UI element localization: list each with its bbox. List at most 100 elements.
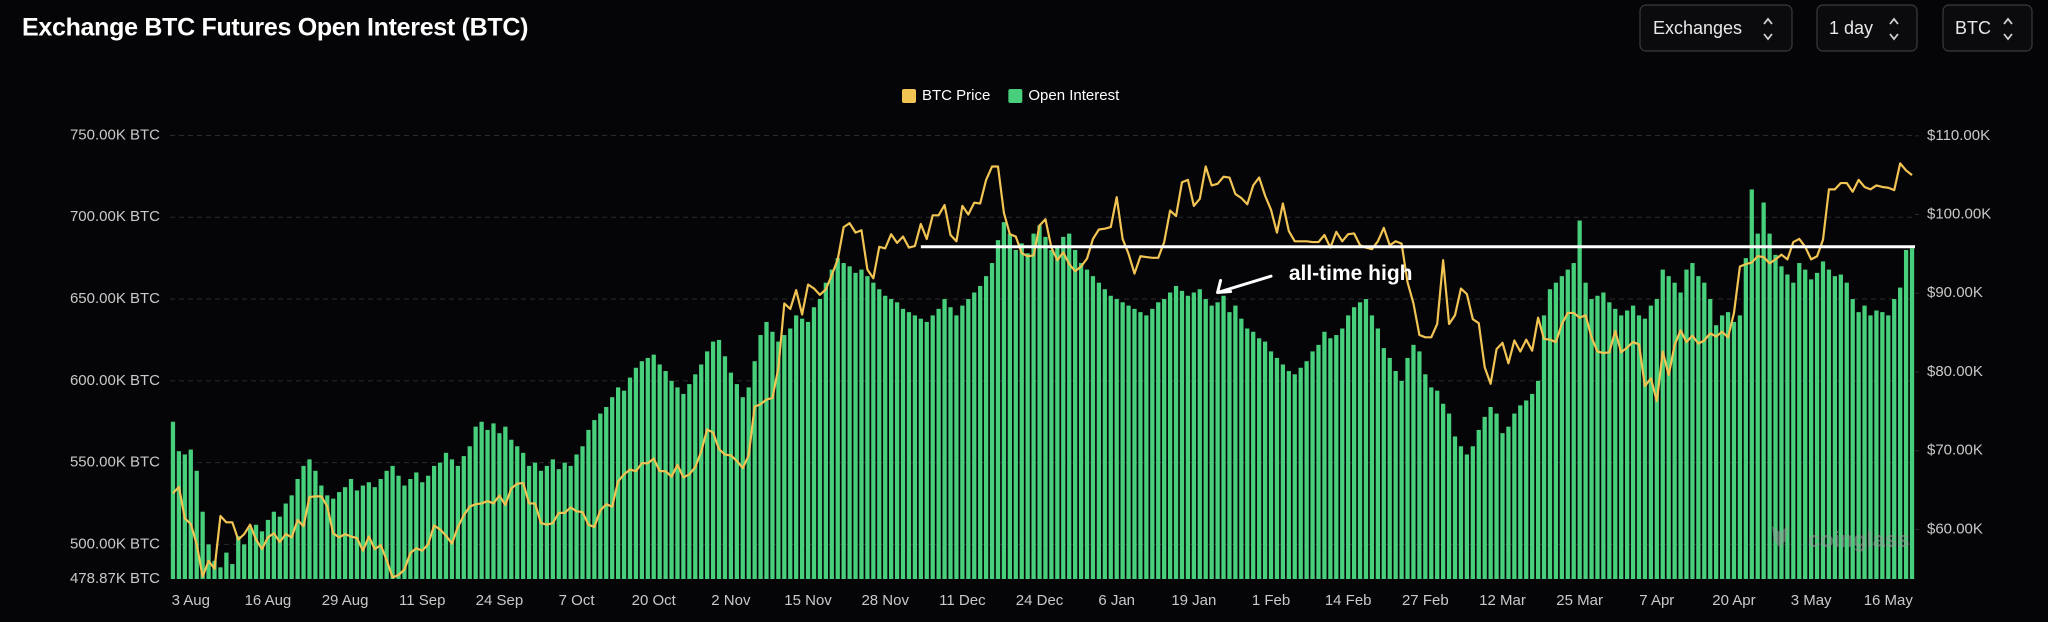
bar	[1892, 299, 1897, 579]
bar	[259, 531, 265, 579]
bar	[1292, 374, 1297, 579]
bar	[847, 266, 852, 579]
bar	[1903, 249, 1909, 579]
bar	[1518, 405, 1523, 579]
bar	[1126, 305, 1131, 579]
x-tick-label: 24 Sep	[476, 592, 524, 609]
bar	[1642, 318, 1648, 579]
bar	[610, 397, 615, 579]
bar	[360, 485, 366, 579]
x-tick-label: 28 Nov	[861, 592, 909, 609]
bar	[835, 258, 840, 579]
y-tick-label: 650.00K BTC	[70, 290, 160, 307]
dropdown-box[interactable]	[1816, 4, 1918, 52]
bar	[1565, 269, 1570, 579]
bar	[1007, 233, 1012, 579]
bar	[568, 465, 573, 579]
bar	[728, 372, 734, 579]
x-tick-label: 19 Jan	[1171, 592, 1216, 609]
bar	[1619, 315, 1624, 579]
bar	[230, 564, 235, 579]
bar	[1399, 380, 1404, 579]
x-tick-label: 16 May	[1864, 592, 1914, 609]
bar	[1696, 276, 1701, 579]
bar	[509, 439, 514, 579]
dropdown-label[interactable]: Exchanges	[1653, 18, 1742, 38]
bar	[1773, 254, 1778, 579]
bar	[633, 367, 639, 579]
bar	[894, 302, 900, 579]
y2-tick-label: $110.00K	[1927, 127, 1990, 144]
bar	[1162, 299, 1167, 579]
bar	[651, 354, 656, 579]
dropdown-label[interactable]: 1 day	[1829, 18, 1873, 38]
bar	[467, 446, 472, 579]
x-tick-label: 1 Feb	[1252, 592, 1290, 609]
bar	[817, 299, 823, 579]
bar	[485, 429, 490, 579]
bar	[782, 335, 787, 579]
chevron-icon[interactable]	[2003, 17, 2013, 41]
bar	[924, 321, 929, 579]
chevron-icon[interactable]	[1889, 17, 1899, 41]
x-tick-label: 3 Aug	[172, 592, 210, 609]
bar	[1886, 315, 1891, 579]
bar	[1334, 335, 1339, 579]
bar	[544, 465, 550, 579]
bar	[1138, 312, 1143, 579]
bar	[978, 285, 983, 579]
dropdown-box[interactable]	[1639, 4, 1793, 52]
bar	[710, 341, 716, 579]
bar	[188, 449, 193, 579]
interval-selector[interactable]: 1 day	[1816, 4, 1918, 52]
bar	[1286, 371, 1291, 579]
bar	[354, 490, 360, 579]
bar	[794, 315, 799, 579]
bar	[1221, 295, 1226, 579]
bar	[1743, 258, 1748, 579]
bar	[889, 299, 894, 579]
bar	[1714, 325, 1719, 579]
bar	[372, 487, 377, 579]
x-tick-label: 7 Oct	[559, 592, 596, 609]
bar	[1144, 315, 1149, 579]
bar	[954, 315, 959, 579]
bar	[1500, 433, 1505, 579]
bar	[224, 552, 229, 579]
bar	[194, 470, 199, 579]
bar	[1156, 302, 1161, 579]
bar	[1589, 299, 1594, 579]
exchange-selector[interactable]: Exchanges	[1639, 4, 1793, 52]
bar	[829, 269, 834, 579]
bar	[313, 470, 318, 579]
bar	[1061, 236, 1066, 579]
watermark-logo	[1772, 526, 1788, 548]
bar	[1203, 299, 1208, 579]
bar	[170, 421, 176, 579]
bar	[1767, 233, 1772, 579]
dropdown-box[interactable]	[1942, 4, 2033, 52]
bar	[1737, 315, 1743, 579]
bar	[1488, 407, 1493, 579]
bar	[1832, 276, 1838, 579]
bar	[699, 364, 704, 579]
dropdown-label[interactable]: BTC	[1955, 18, 1991, 38]
bar	[1862, 305, 1867, 579]
unit-selector[interactable]: BTC	[1942, 4, 2033, 52]
bar	[1340, 328, 1345, 579]
bar	[1666, 276, 1671, 579]
bar	[639, 361, 644, 579]
x-tick-label: 3 May	[1791, 592, 1832, 609]
bar	[1037, 225, 1042, 580]
annotation-arrow	[1216, 274, 1273, 294]
y-tick-label: 600.00K BTC	[70, 372, 160, 389]
bar	[960, 305, 965, 579]
chevron-icon[interactable]	[1763, 17, 1773, 41]
bar	[1464, 454, 1470, 579]
bar	[1690, 263, 1695, 579]
bar	[1405, 357, 1410, 579]
bar	[1043, 236, 1048, 579]
bar	[770, 331, 775, 579]
bar	[1227, 312, 1232, 579]
bar	[1429, 387, 1434, 579]
